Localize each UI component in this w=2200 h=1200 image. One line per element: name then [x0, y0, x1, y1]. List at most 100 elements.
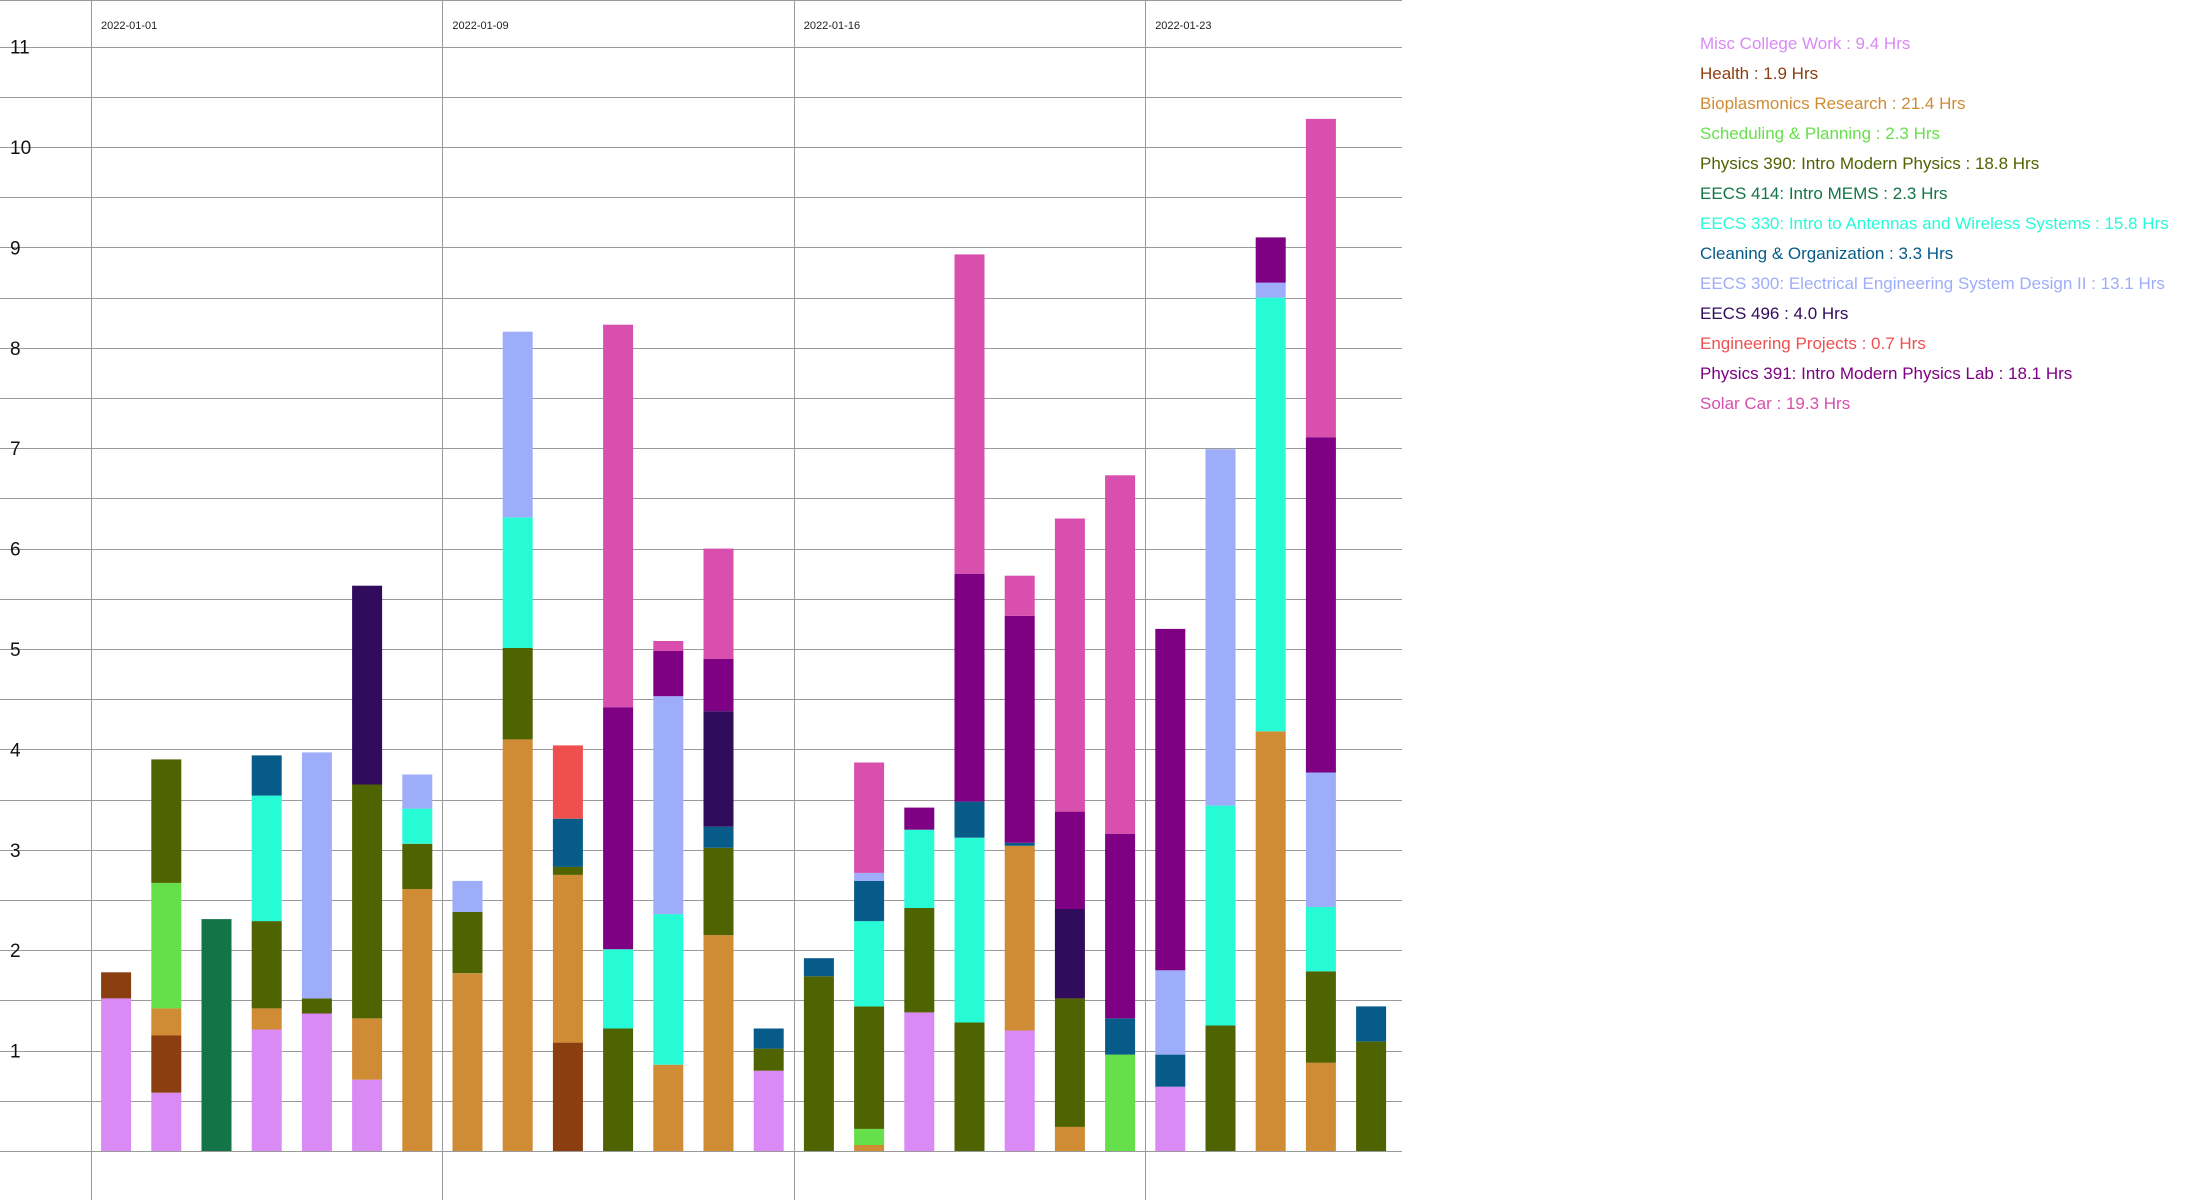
bar-segment-p391 [1155, 628, 1186, 971]
y-tick-label: 4 [10, 740, 21, 761]
bar-segment-e300 [1255, 282, 1286, 298]
legend: Misc College Work : 9.4 Hrs Health : 1.9 … [1700, 32, 2169, 422]
date-axis: 2022-01-01 2022-01-09 2022-01-16 2022-01-23 [101, 20, 1211, 32]
bar-segment-clean [1356, 1006, 1387, 1042]
bar-segment-health [101, 972, 132, 999]
bar-segment-p390 [753, 1048, 784, 1071]
bar-segment-e300 [653, 696, 684, 915]
legend-item-eng: Engineering Projects : 0.7 Hrs [1700, 334, 1926, 353]
bar-segment-e330 [854, 921, 885, 1007]
y-tick-label: 2 [10, 941, 21, 962]
bar-segment-misc [753, 1070, 784, 1151]
bar-segment-p390 [904, 908, 935, 1013]
bar-segment-p390 [1054, 998, 1085, 1127]
bar-segment-biopl [653, 1064, 684, 1151]
bar-segment-p391 [653, 651, 684, 697]
bar-segment-health [151, 1035, 182, 1093]
y-tick-label: 5 [10, 640, 21, 661]
bar-segment-biopl [703, 935, 734, 1151]
bar-segment-p390 [151, 759, 182, 883]
bar-segment-misc [1155, 1086, 1186, 1151]
bar-segment-e330 [954, 837, 985, 1023]
bar-segment-biopl [352, 1018, 383, 1080]
bar-segment-e300 [301, 752, 332, 999]
bar-segment-p390 [1356, 1041, 1387, 1151]
bar-segment-e300 [854, 872, 885, 881]
bar-segment-biopl [251, 1008, 282, 1030]
bar-segment-e414 [201, 919, 232, 1151]
bar-segment-e496 [703, 711, 734, 827]
bar-segment-biopl [1255, 731, 1286, 1151]
date-label: 2022-01-23 [1155, 20, 1211, 32]
bar-segment-solar [854, 762, 885, 873]
y-tick-label: 3 [10, 841, 21, 862]
bar-segment-e330 [402, 808, 433, 844]
bar-segment-e496 [352, 585, 383, 785]
legend-item-sched: Scheduling & Planning : 2.3 Hrs [1700, 124, 1941, 143]
bar-segment-clean [954, 801, 985, 838]
legend-item-clean: Cleaning & Organization : 3.3 Hrs [1700, 244, 1954, 263]
bar-segment-e300 [402, 774, 433, 809]
bar-segment-e300 [502, 331, 533, 518]
y-tick-label: 8 [10, 339, 21, 360]
bars [101, 118, 1387, 1151]
bar-segment-p390 [301, 998, 332, 1014]
bar-segment-clean [753, 1028, 784, 1049]
bar-segment-clean [1155, 1054, 1186, 1087]
bar-segment-e300 [1205, 449, 1236, 806]
bar-segment-e330 [904, 829, 935, 908]
date-label: 2022-01-09 [452, 20, 508, 32]
bar-segment-e330 [653, 914, 684, 1065]
bar-segment-clean [703, 826, 734, 848]
bar-segment-eng [552, 745, 583, 819]
bar-segment-p390 [352, 784, 383, 1019]
bar-segment-p390 [1305, 971, 1336, 1063]
bar-segment-e300 [1305, 772, 1336, 907]
bar-segment-e496 [1054, 909, 1085, 999]
bar-segment-misc [1004, 1030, 1035, 1151]
bar-segment-biopl [1305, 1062, 1336, 1151]
bar-segment-p390 [251, 921, 282, 1009]
bar-segment-clean [251, 755, 282, 796]
bar-segment-solar [954, 254, 985, 574]
bar-segment-p390 [603, 1028, 634, 1151]
bar-segment-biopl [151, 1008, 182, 1036]
bar-segment-biopl [552, 874, 583, 1043]
bar-segment-solar [1054, 518, 1085, 812]
bar-segment-p390 [703, 847, 734, 936]
bar-segment-p390 [1205, 1025, 1236, 1151]
bar-segment-sched [1105, 1054, 1136, 1151]
bar-segment-e330 [1255, 297, 1286, 732]
bar-segment-solar [1305, 118, 1336, 438]
date-label: 2022-01-16 [804, 20, 860, 32]
bar-segment-e330 [1305, 907, 1336, 972]
bar-segment-solar [653, 641, 684, 651]
bar-segment-clean [1105, 1018, 1136, 1055]
bar-segment-e330 [502, 517, 533, 648]
bar-segment-p390 [452, 912, 483, 974]
bar-segment-solar [703, 548, 734, 659]
bar-segment-biopl [402, 889, 433, 1151]
y-tick-label: 6 [10, 540, 21, 561]
bar-segment-clean [1004, 842, 1035, 846]
bar-segment-biopl [502, 739, 533, 1151]
bar-segment-e330 [603, 949, 634, 1029]
bar-segment-p390 [803, 976, 834, 1151]
bar-segment-p391 [904, 807, 935, 830]
bar-segment-solar [603, 324, 634, 708]
bar-segment-p391 [1305, 437, 1336, 773]
grid [0, 0, 1402, 1200]
legend-item-p391: Physics 391: Intro Modern Physics Lab : … [1700, 364, 2073, 383]
bar-segment-e300 [452, 880, 483, 912]
bar-segment-e300 [1155, 970, 1186, 1055]
bar-segment-p391 [603, 707, 634, 950]
bar-segment-misc [352, 1079, 383, 1151]
bar-segment-p390 [402, 843, 433, 889]
bar-segment-biopl [452, 973, 483, 1151]
legend-item-solar: Solar Car : 19.3 Hrs [1700, 394, 1851, 413]
legend-item-e330: EECS 330: Intro to Antennas and Wireless… [1700, 214, 2169, 233]
legend-item-biopl: Bioplasmonics Research : 21.4 Hrs [1700, 94, 1966, 113]
bar-segment-p390 [954, 1022, 985, 1151]
y-axis: 1 2 3 4 5 6 7 8 9 10 11 [10, 38, 31, 1063]
